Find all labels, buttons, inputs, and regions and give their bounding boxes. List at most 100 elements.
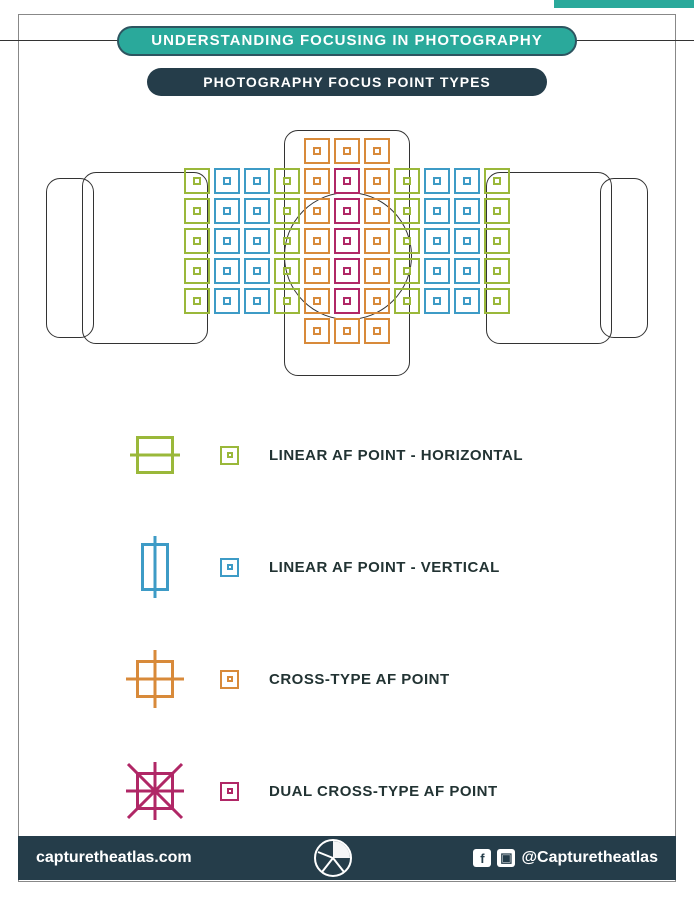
af-point — [394, 168, 420, 194]
af-point — [454, 168, 480, 194]
af-point-inner — [343, 267, 351, 275]
af-point — [364, 258, 390, 284]
af-point — [454, 228, 480, 254]
af-point-inner — [403, 207, 411, 215]
af-point — [424, 198, 450, 224]
af-point — [364, 288, 390, 314]
af-point — [214, 228, 240, 254]
af-point-inner — [223, 237, 231, 245]
af-point-inner — [343, 177, 351, 185]
af-point — [244, 258, 270, 284]
legend-point-inner — [227, 452, 233, 458]
af-point-inner — [463, 297, 471, 305]
af-point — [274, 228, 300, 254]
af-point — [334, 318, 360, 344]
af-point — [394, 258, 420, 284]
af-point-inner — [343, 147, 351, 155]
af-point — [484, 228, 510, 254]
af-point — [184, 168, 210, 194]
af-point-inner — [283, 297, 291, 305]
af-point-inner — [403, 267, 411, 275]
af-point — [304, 288, 330, 314]
legend-point-icon — [220, 446, 239, 465]
af-point-inner — [253, 267, 261, 275]
footer-site: capturetheatlas.com — [36, 849, 192, 867]
af-point-inner — [283, 267, 291, 275]
af-point-inner — [313, 207, 321, 215]
af-point — [484, 258, 510, 284]
af-point — [244, 228, 270, 254]
af-point-inner — [193, 177, 201, 185]
af-point-inner — [193, 237, 201, 245]
af-point-inner — [313, 327, 321, 335]
af-point — [304, 138, 330, 164]
af-point-inner — [253, 297, 261, 305]
af-point — [214, 168, 240, 194]
af-point-inner — [463, 207, 471, 215]
af-point-inner — [253, 207, 261, 215]
bracket-right-outer — [600, 178, 648, 338]
af-point — [484, 288, 510, 314]
af-point-inner — [283, 207, 291, 215]
af-point — [334, 138, 360, 164]
af-point-inner — [493, 177, 501, 185]
af-point-inner — [313, 267, 321, 275]
af-point — [304, 198, 330, 224]
af-point-inner — [313, 297, 321, 305]
af-column — [334, 138, 360, 344]
af-point — [274, 288, 300, 314]
main-title-pill: UNDERSTANDING FOCUSING IN PHOTOGRAPHY — [117, 26, 577, 56]
af-point-inner — [193, 297, 201, 305]
af-point — [334, 288, 360, 314]
af-point-inner — [283, 237, 291, 245]
af-column — [364, 138, 390, 344]
af-column — [394, 168, 420, 344]
af-point-inner — [373, 327, 381, 335]
legend-label: DUAL CROSS-TYPE AF POINT — [269, 783, 498, 800]
af-point-inner — [223, 177, 231, 185]
legend-row: DUAL CROSS-TYPE AF POINT — [120, 756, 523, 826]
legend-symbol-cross — [120, 644, 190, 714]
af-point-inner — [493, 297, 501, 305]
af-point-inner — [433, 297, 441, 305]
legend-label: LINEAR AF POINT - VERTICAL — [269, 559, 500, 576]
af-point-inner — [283, 177, 291, 185]
af-point-inner — [343, 297, 351, 305]
sub-title-pill: PHOTOGRAPHY FOCUS POINT TYPES — [147, 68, 547, 96]
legend-row: LINEAR AF POINT - HORIZONTAL — [120, 420, 523, 490]
af-point-inner — [223, 297, 231, 305]
legend-point-icon — [220, 782, 239, 801]
af-point-inner — [373, 207, 381, 215]
af-point — [364, 168, 390, 194]
af-point — [274, 168, 300, 194]
af-point-inner — [343, 237, 351, 245]
legend: LINEAR AF POINT - HORIZONTAL LINEAR AF P… — [120, 420, 523, 826]
af-point — [304, 258, 330, 284]
af-point-inner — [373, 177, 381, 185]
af-point — [454, 258, 480, 284]
legend-row: LINEAR AF POINT - VERTICAL — [120, 532, 523, 602]
af-point — [184, 198, 210, 224]
af-point — [424, 168, 450, 194]
af-point-inner — [343, 327, 351, 335]
af-point — [334, 168, 360, 194]
af-point — [334, 198, 360, 224]
af-point-inner — [373, 267, 381, 275]
af-point — [274, 258, 300, 284]
af-point-inner — [193, 207, 201, 215]
af-point — [304, 168, 330, 194]
af-point-inner — [313, 237, 321, 245]
af-point-inner — [343, 207, 351, 215]
af-point — [184, 288, 210, 314]
af-point — [244, 198, 270, 224]
af-column — [244, 168, 270, 344]
legend-point-inner — [227, 788, 233, 794]
af-point — [484, 198, 510, 224]
af-point — [214, 198, 240, 224]
af-point-inner — [463, 267, 471, 275]
legend-label: CROSS-TYPE AF POINT — [269, 671, 450, 688]
af-point — [454, 288, 480, 314]
af-point-inner — [433, 267, 441, 275]
af-point-inner — [253, 177, 261, 185]
af-point — [394, 228, 420, 254]
